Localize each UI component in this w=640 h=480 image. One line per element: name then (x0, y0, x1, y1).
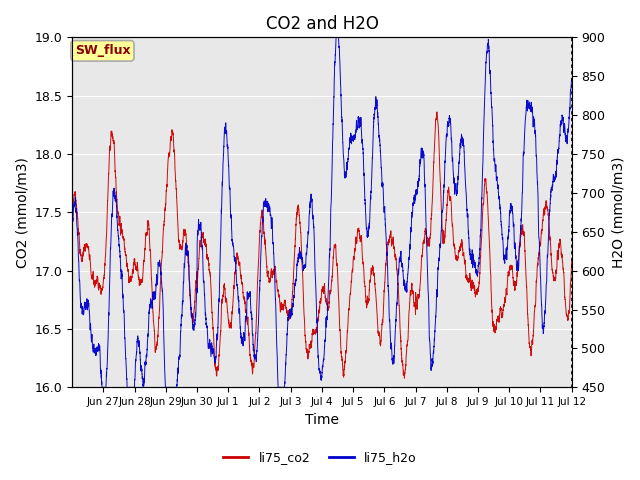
Title: CO2 and H2O: CO2 and H2O (266, 15, 378, 33)
Y-axis label: CO2 (mmol/m3): CO2 (mmol/m3) (15, 157, 29, 268)
Text: SW_flux: SW_flux (75, 44, 131, 57)
Y-axis label: H2O (mmol/m3): H2O (mmol/m3) (611, 156, 625, 268)
X-axis label: Time: Time (305, 413, 339, 427)
Legend: li75_co2, li75_h2o: li75_co2, li75_h2o (218, 446, 422, 469)
